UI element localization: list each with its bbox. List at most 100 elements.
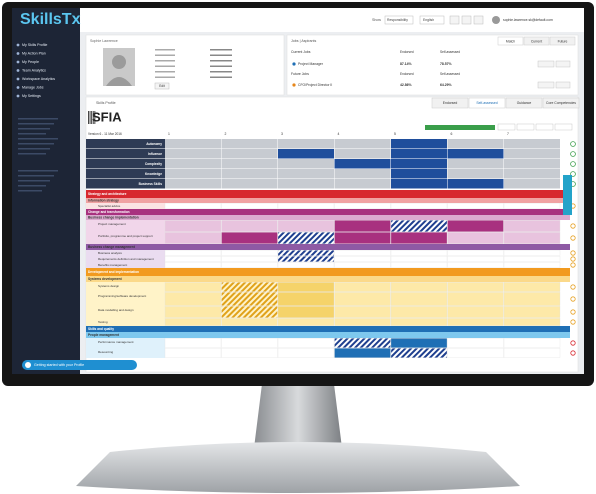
jobs-tab-text[interactable]: Current: [531, 39, 542, 43]
sidebar-placeholder: [18, 128, 50, 130]
jobs-title: Jobs | Aspirants: [291, 39, 317, 43]
attribute-cell: [447, 139, 504, 149]
framework-logo: SFIA: [92, 109, 122, 124]
attribute-cell: [447, 179, 504, 189]
skill-cell: [447, 203, 504, 209]
skills-tab-text[interactable]: Core Competencies: [546, 101, 576, 105]
skills-tab-text[interactable]: Guidance: [517, 101, 532, 105]
skill-label-cell: [86, 220, 165, 232]
skill-label[interactable]: Programming/software development: [98, 294, 146, 298]
attribute-cell: [221, 159, 278, 169]
skill-label[interactable]: Specialist advice: [98, 204, 121, 208]
attribute-label: Complexity: [145, 162, 162, 166]
attribute-label: Knowledge: [145, 172, 162, 176]
menu-item[interactable]: Manage Jobs: [22, 85, 44, 89]
skill-cell: [277, 250, 335, 256]
skills-tab-text[interactable]: Endorsed: [443, 101, 458, 105]
skill-label-cell: [86, 250, 165, 256]
skill-cell: [164, 282, 222, 292]
skill-label[interactable]: Data modelling and design: [98, 308, 134, 312]
edit-button-text[interactable]: Edit: [159, 84, 165, 88]
job-action: [555, 60, 571, 68]
skills-tab: [431, 97, 469, 109]
logo-stripe: [91, 111, 93, 124]
job-self: 64.29%: [440, 83, 452, 87]
level-header: 7: [507, 132, 509, 136]
skill-label[interactable]: Resourcing: [98, 350, 114, 354]
user-email[interactable]: sophie.lawrence.sk@default.com: [503, 18, 553, 22]
skill-status: [570, 284, 576, 290]
attribute-cell: [447, 149, 504, 159]
attribute-cell: [504, 169, 560, 179]
jobs-tab-text[interactable]: Match: [506, 39, 515, 43]
subcategory-label: People management: [88, 333, 120, 337]
menu-item[interactable]: Team Analytics: [22, 68, 46, 72]
skill-cell: [390, 250, 448, 256]
logo-stripe: [92, 111, 94, 124]
skill-cell: [447, 306, 504, 318]
attribute-cell: [504, 179, 560, 189]
skill-label[interactable]: Portfolio, programme and project support: [98, 234, 153, 238]
menu-item[interactable]: My Action Plan: [22, 51, 46, 55]
level-header: 6: [451, 132, 453, 136]
skills-tab-text[interactable]: Self-assessed: [476, 101, 497, 105]
help-banner-text[interactable]: Getting started with your Profile: [34, 363, 84, 367]
sidebar-placeholder: [18, 118, 58, 120]
skill-label[interactable]: Testing: [98, 320, 108, 324]
attribute-cell: [278, 139, 334, 149]
skill-cell: [447, 282, 504, 292]
sidebar-placeholder: [18, 190, 42, 192]
skill-cell: [447, 338, 504, 348]
attribute-label-cell: [86, 169, 165, 179]
skill-cell: [164, 262, 222, 268]
version: Version 6 - 11 Mar 2016: [88, 132, 122, 136]
user-avatar: [492, 16, 500, 24]
skill-cell: [447, 220, 504, 232]
language-select-text[interactable]: English: [423, 18, 434, 22]
skill-cell: [277, 256, 335, 262]
menu-item[interactable]: My Settings: [22, 94, 41, 98]
skill-label[interactable]: Performance management: [98, 340, 134, 344]
attribute-label-cell: [86, 179, 165, 189]
menu-item[interactable]: Workspace Analytics: [22, 77, 55, 81]
skill-cell: [334, 338, 391, 348]
menu-icon: [16, 52, 20, 55]
attribute-cell: [334, 139, 391, 149]
menu-icon: [16, 60, 20, 64]
skill-cell: [221, 318, 278, 326]
view-select-text[interactable]: Responsibility: [387, 18, 408, 22]
skill-label-cell: [86, 232, 165, 244]
skill-cell: [277, 306, 335, 318]
skill-cell: [503, 250, 561, 256]
field-value: [210, 71, 232, 73]
attribute-cell: [165, 139, 221, 149]
jobs-tab-text[interactable]: Future: [558, 39, 568, 43]
job-dot: [292, 62, 296, 66]
skill-status: [570, 319, 576, 325]
skill-cell: [447, 256, 504, 262]
skill-label[interactable]: Benefits management: [98, 263, 127, 267]
skill-cell: [390, 338, 448, 348]
toolbar-button: [473, 15, 484, 25]
attribute-label-cell: [86, 139, 165, 149]
skill-label[interactable]: Business analysis: [98, 251, 122, 255]
menu-item[interactable]: My People: [22, 60, 39, 64]
skill-cell: [221, 292, 278, 306]
job-action: [537, 81, 555, 89]
skill-label[interactable]: Project management: [98, 222, 126, 226]
field-value: [210, 76, 232, 78]
skill-status: [570, 235, 576, 241]
subcategory-label: Systems development: [88, 277, 123, 281]
job-name[interactable]: CFO/Project Director II: [298, 83, 332, 87]
menu-item[interactable]: My Skills Profile: [22, 43, 47, 47]
skills-title: Skills Profile: [96, 101, 116, 105]
job-endorsed: 87.14%: [400, 62, 412, 66]
job-name[interactable]: Project Manager: [298, 62, 324, 66]
field-value: [210, 65, 232, 67]
skill-label[interactable]: Systems design: [98, 284, 120, 288]
attribute-cell: [221, 139, 278, 149]
sidebar-placeholder: [18, 175, 54, 177]
level-header: 5: [394, 132, 396, 136]
attribute-cell: [165, 159, 221, 169]
skill-label[interactable]: Requirements definition and management: [98, 257, 154, 261]
